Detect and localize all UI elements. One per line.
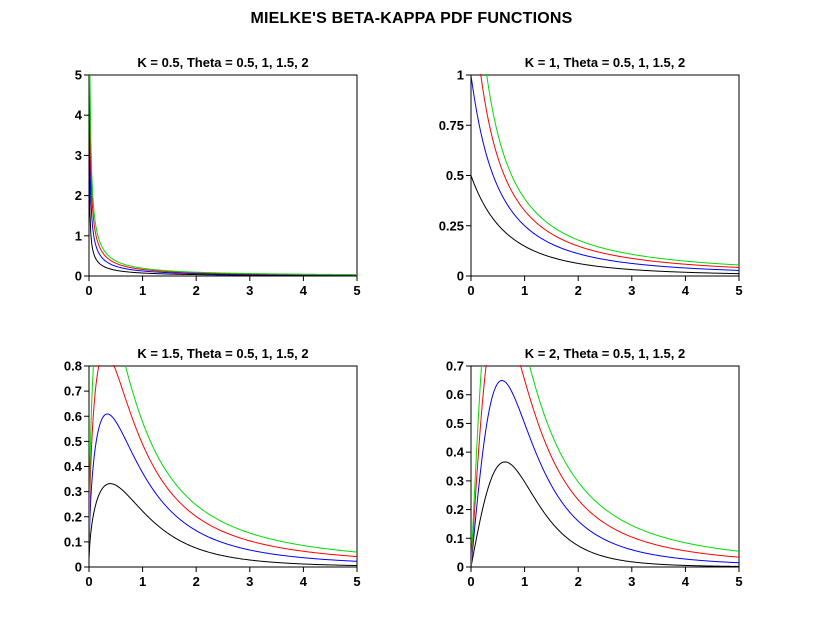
y-tick-label: 0.7 <box>446 359 464 374</box>
x-tick-label: 2 <box>575 283 582 298</box>
x-tick-label: 1 <box>521 283 528 298</box>
chart-panel-1: K = 0.5, Theta = 0.5, 1, 1.5, 2 0 1 2 3 4 5 0 1 2… <box>75 55 361 298</box>
y-tick-label: 2 <box>75 188 82 203</box>
series-line-theta-1 <box>89 413 357 562</box>
series-line-theta-0-5 <box>89 483 357 567</box>
chart-title: K = 1.5, Theta = 0.5, 1, 1.5, 2 <box>137 346 308 361</box>
y-tick-label: 0 <box>457 269 464 284</box>
y-tick-label: 1 <box>75 228 82 243</box>
y-tick-label: 0.3 <box>446 473 464 488</box>
x-tick-label: 1 <box>521 574 528 589</box>
y-tick-label: 0.5 <box>446 168 464 183</box>
y-tick-label: 5 <box>75 68 82 83</box>
chart-title: K = 0.5, Theta = 0.5, 1, 1.5, 2 <box>137 55 308 70</box>
x-tick-label: 5 <box>353 574 360 589</box>
x-tick-label: 0 <box>467 283 474 298</box>
series-line-theta-1-5 <box>89 74 357 276</box>
y-tick-label: 0.1 <box>64 534 82 549</box>
y-tick-label: 0.8 <box>64 359 82 374</box>
y-tick-label: 4 <box>75 108 83 123</box>
y-tick-label: 0 <box>75 269 82 284</box>
y-tick-label: 0.5 <box>64 434 82 449</box>
y-tick-label: 1 <box>457 68 464 83</box>
y-tick-label: 0.6 <box>64 409 82 424</box>
x-tick-label: 0 <box>467 574 474 589</box>
chart-panel-2: K = 1, Theta = 0.5, 1, 1.5, 2 0 1 2 3 4 5 0 0.25… <box>439 55 743 298</box>
series-line-theta-1 <box>471 75 739 271</box>
series-line-theta-1-5 <box>89 365 357 558</box>
chart-title: K = 2, Theta = 0.5, 1, 1.5, 2 <box>525 346 685 361</box>
series-line-theta-2 <box>486 74 739 266</box>
y-tick-label: 0.4 <box>446 445 465 460</box>
chart-title: K = 1, Theta = 0.5, 1, 1.5, 2 <box>525 55 685 70</box>
x-tick-label: 3 <box>246 574 253 589</box>
y-tick-label: 0.7 <box>64 384 82 399</box>
x-tick-label: 5 <box>735 283 742 298</box>
y-tick-label: 0 <box>457 560 464 575</box>
series-line-theta-1 <box>89 74 357 276</box>
x-tick-label: 0 <box>85 283 92 298</box>
y-tick-label: 0.6 <box>446 387 464 402</box>
series-line-theta-2 <box>89 74 357 276</box>
series-line-theta-0-5 <box>471 461 739 567</box>
x-tick-label: 2 <box>193 574 200 589</box>
plot-frame <box>470 365 740 568</box>
x-tick-label: 0 <box>85 574 92 589</box>
y-tick-label: 0.5 <box>446 416 464 431</box>
series-line-theta-0-5 <box>89 74 357 276</box>
x-tick-label: 4 <box>682 574 690 589</box>
series-line-theta-1-5 <box>471 365 739 566</box>
plot-frame <box>88 74 358 277</box>
x-tick-label: 5 <box>353 283 360 298</box>
y-tick-label: 0.2 <box>64 509 82 524</box>
figure-title: MIELKE'S BETA-KAPPA PDF FUNCTIONS <box>250 10 573 27</box>
series-line-theta-1 <box>471 380 739 566</box>
chart-panel-3: K = 1.5, Theta = 0.5, 1, 1.5, 2 0 1 2 3 4 5 0 0.… <box>64 346 361 589</box>
x-tick-label: 3 <box>628 574 635 589</box>
y-tick-label: 0 <box>75 560 82 575</box>
x-tick-label: 4 <box>682 283 690 298</box>
x-tick-label: 4 <box>300 283 308 298</box>
y-tick-label: 0.25 <box>439 218 464 233</box>
chart-panel-4: K = 2, Theta = 0.5, 1, 1.5, 2 0 1 2 3 4 5 0 0.1 0… <box>446 346 743 589</box>
y-tick-label: 0.4 <box>64 459 83 474</box>
x-tick-label: 1 <box>139 283 146 298</box>
y-tick-label: 0.1 <box>446 531 464 546</box>
x-tick-label: 1 <box>139 574 146 589</box>
x-tick-label: 3 <box>628 283 635 298</box>
x-tick-label: 5 <box>735 574 742 589</box>
x-tick-label: 4 <box>300 574 308 589</box>
series-line-theta-2 <box>89 365 357 553</box>
x-tick-label: 2 <box>193 283 200 298</box>
plot-frame <box>88 365 358 568</box>
series-line-theta-1-5 <box>480 74 739 268</box>
x-tick-label: 2 <box>575 574 582 589</box>
y-tick-label: 0.3 <box>64 484 82 499</box>
y-tick-label: 3 <box>75 148 82 163</box>
series-line-theta-0-5 <box>471 175 739 275</box>
y-tick-label: 0.75 <box>439 118 464 133</box>
x-tick-label: 3 <box>246 283 253 298</box>
y-tick-label: 0.2 <box>446 502 464 517</box>
series-line-theta-2 <box>471 365 739 565</box>
